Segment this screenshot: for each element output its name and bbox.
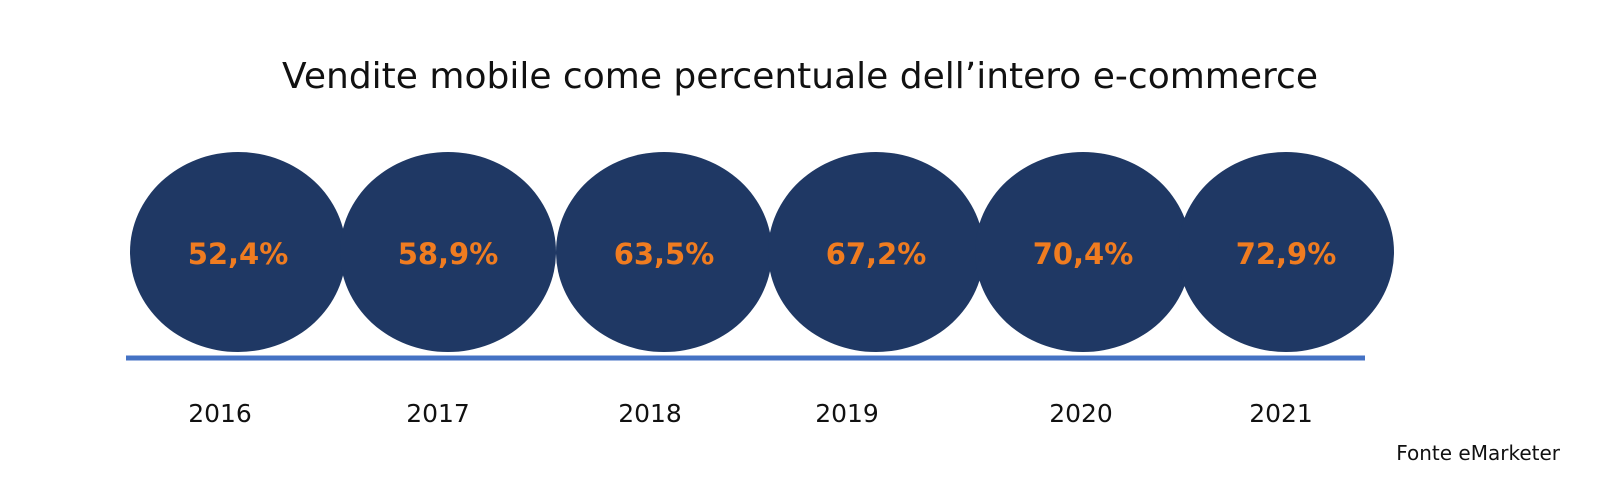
- source-label: Fonte eMarketer: [1396, 441, 1561, 465]
- value-label-2021: 72,9%: [1236, 237, 1337, 271]
- years-layer: 2016 2017 2018 2019 2020 2021: [188, 399, 1313, 428]
- year-label-2019: 2019: [815, 399, 879, 428]
- value-circle-2016: [130, 152, 346, 352]
- chart-title: Vendite mobile come percentuale dell’int…: [282, 56, 1318, 97]
- year-label-2021: 2021: [1249, 399, 1313, 428]
- value-circle-2018: [556, 152, 772, 352]
- year-label-2016: 2016: [188, 399, 252, 428]
- year-label-2017: 2017: [406, 399, 470, 428]
- value-circle-2020: [975, 152, 1191, 352]
- circles-layer: 52,4% 58,9% 63,5% 67,2% 70,4% 72,9%: [130, 152, 1394, 352]
- value-label-2016: 52,4%: [188, 237, 289, 271]
- value-circle-2019: [768, 152, 984, 352]
- value-label-2020: 70,4%: [1033, 237, 1134, 271]
- value-circle-2021: [1178, 152, 1394, 352]
- year-label-2018: 2018: [618, 399, 682, 428]
- value-circle-2017: [340, 152, 556, 352]
- year-label-2020: 2020: [1049, 399, 1113, 428]
- value-label-2019: 67,2%: [826, 237, 927, 271]
- value-label-2018: 63,5%: [614, 237, 715, 271]
- value-label-2017: 58,9%: [398, 237, 499, 271]
